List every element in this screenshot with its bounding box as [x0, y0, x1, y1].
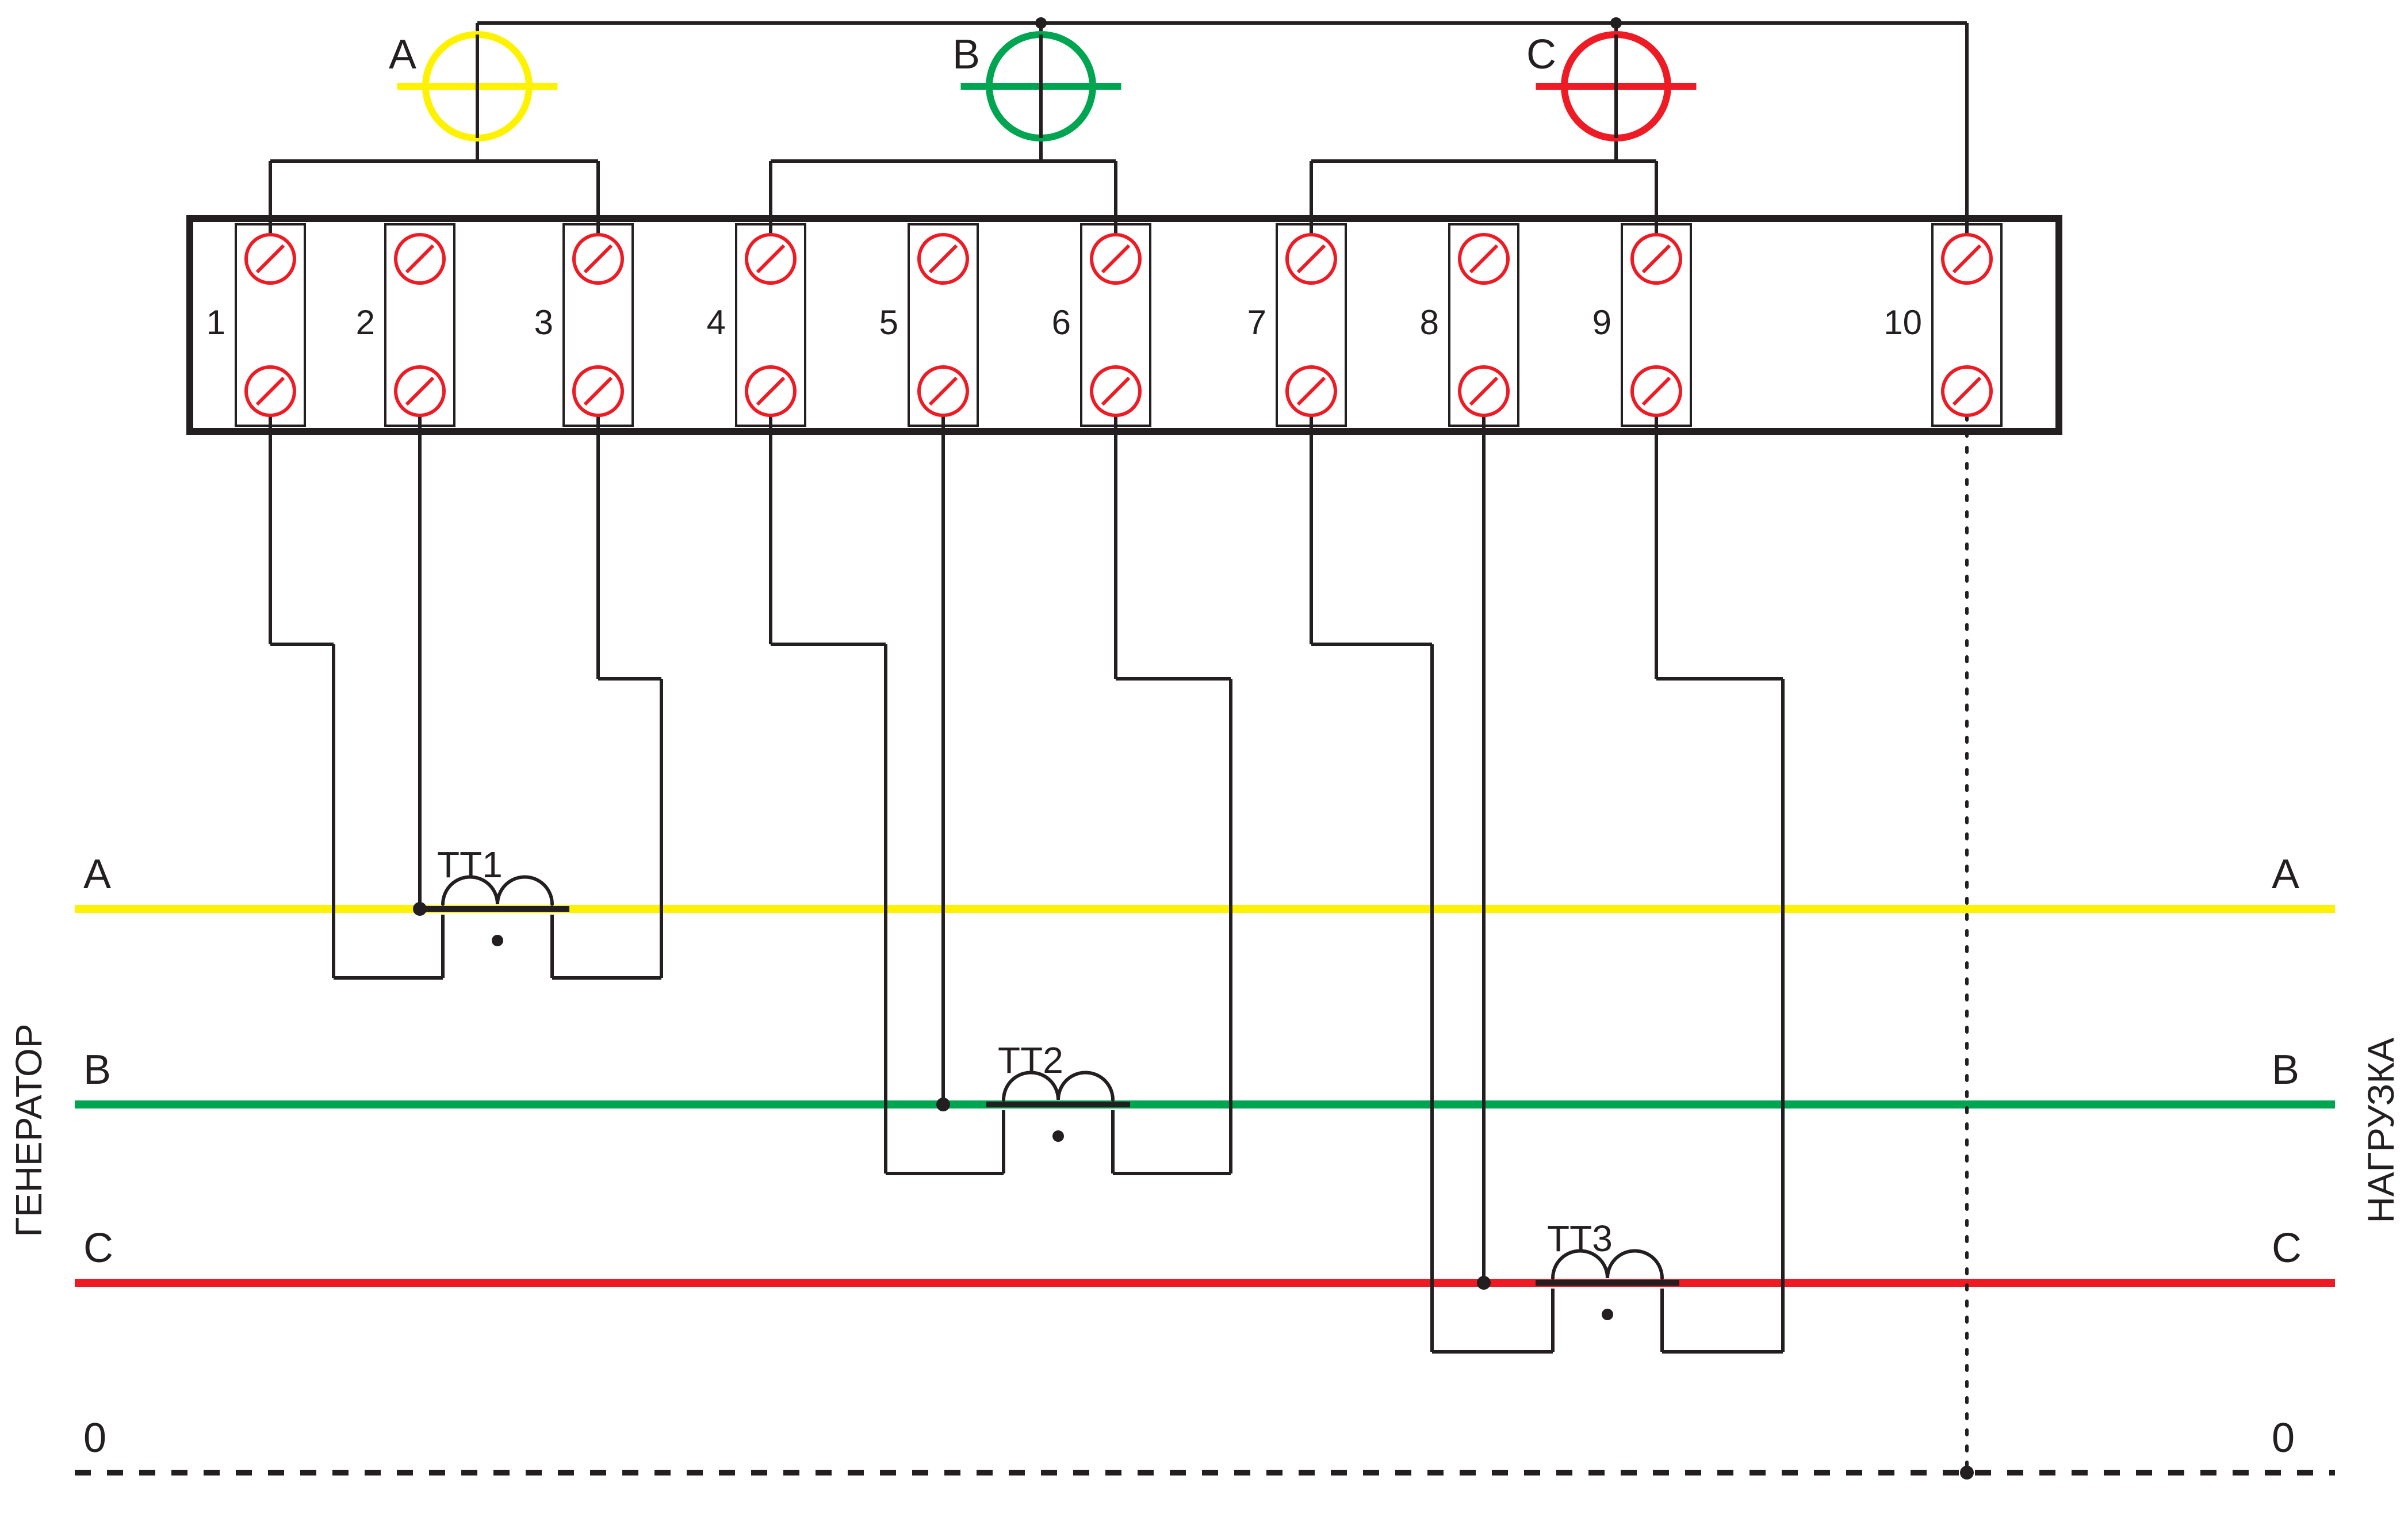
terminal-6: 6	[1052, 224, 1150, 426]
bus-label-right-A: A	[2272, 851, 2299, 897]
terminal-1: 1	[206, 224, 305, 426]
tt-label-TT2: TT2	[998, 1039, 1063, 1081]
sources	[397, 35, 1697, 138]
bus-label-left-B: B	[83, 1047, 111, 1093]
source-label-C: C	[1526, 32, 1556, 78]
bus-label-left-0: 0	[83, 1415, 106, 1461]
source-C	[1536, 35, 1697, 138]
terminal-number-2: 2	[356, 303, 375, 342]
terminal-number-8: 8	[1420, 303, 1439, 342]
terminal-number-3: 3	[534, 303, 553, 342]
source-A	[397, 35, 558, 138]
bus-label-left-C: C	[83, 1225, 113, 1271]
tt-label-TT3: TT3	[1547, 1218, 1613, 1259]
diagram-root: 1 2 3 4 5 6 7 8 9 10 A A B B C C 0 0 A B C TT1 TT2 TT3 ГЕНЕРАТО…	[0, 0, 2408, 1529]
label-generator: ГЕНЕРАТОР	[7, 1015, 50, 1245]
terminal-number-6: 6	[1052, 303, 1071, 342]
bus-label-left-A: A	[83, 851, 111, 897]
phase-lines	[75, 909, 2335, 1473]
terminal-number-7: 7	[1247, 303, 1266, 342]
bus-label-right-C: C	[2272, 1225, 2302, 1271]
terminal-number-9: 9	[1592, 303, 1611, 342]
terminal-box: 1 2 3 4 5 6 7 8 9 10	[190, 219, 2059, 431]
terminal-8: 8	[1420, 224, 1518, 426]
bus-label-right-B: B	[2272, 1047, 2299, 1093]
terminal-2: 2	[356, 224, 454, 426]
terminal-5: 5	[879, 224, 978, 426]
tt-label-TT1: TT1	[437, 844, 503, 885]
current-transformers	[426, 877, 1679, 1321]
terminal-number-5: 5	[879, 303, 898, 342]
source-label-A: A	[389, 32, 416, 78]
label-load: НАГРУЗКА	[2360, 1015, 2402, 1245]
terminal-7: 7	[1247, 224, 1346, 426]
terminal-number-4: 4	[707, 303, 726, 342]
source-label-B: B	[952, 32, 980, 78]
terminal-3: 3	[534, 224, 633, 426]
terminal-number-1: 1	[206, 303, 225, 342]
bus-label-right-0: 0	[2272, 1415, 2295, 1461]
diagram-svg: 1 2 3 4 5 6 7 8 9 10 A A B B C C 0 0 A B C TT1 TT2 TT3	[0, 0, 2408, 1529]
source-B	[961, 35, 1121, 138]
text-labels: A A B B C C 0 0 A B C TT1 TT2 TT3	[83, 32, 2302, 1461]
terminal-10: 10	[1883, 224, 2001, 426]
terminal-number-10: 10	[1883, 303, 1922, 342]
terminal-9: 9	[1592, 224, 1691, 426]
terminal-4: 4	[707, 224, 805, 426]
